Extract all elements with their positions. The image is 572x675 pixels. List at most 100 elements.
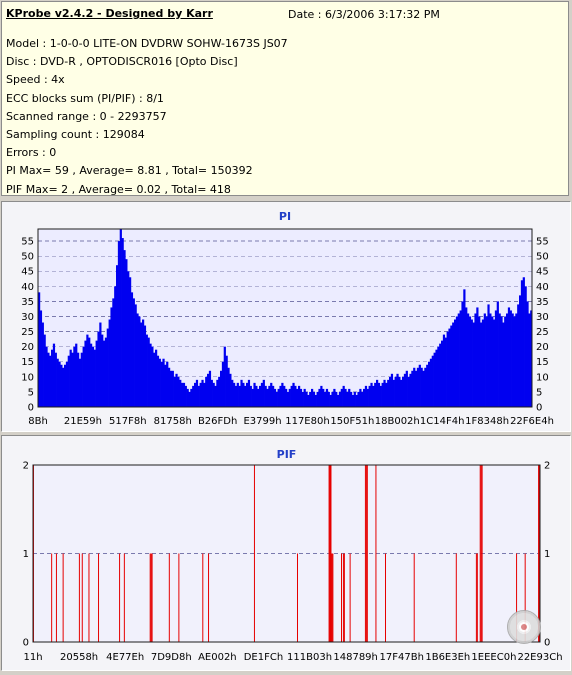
pi-x-tick-label: 21E59h <box>64 416 102 427</box>
pi-bar <box>359 388 362 407</box>
pi-y-tick-label-right: 15 <box>536 357 549 368</box>
pi-bar <box>108 319 111 407</box>
pi-x-tick-label: 117E80h <box>285 416 329 427</box>
pi-bar <box>95 340 98 407</box>
pi-bar <box>519 295 522 407</box>
pi-bar <box>363 388 366 407</box>
pi-bar <box>164 364 167 407</box>
speed-line: Speed : 4x <box>6 73 65 87</box>
pi-bar <box>151 346 154 407</box>
pi-bar <box>429 358 433 407</box>
pi-bar <box>526 301 529 407</box>
pi-bar <box>125 259 128 407</box>
pi-bar <box>513 316 516 407</box>
pi-bar <box>337 394 340 407</box>
pi-bar <box>480 322 483 407</box>
pi-bar <box>286 391 290 407</box>
pi-bar <box>415 370 418 407</box>
scan-info-list: Model : 1-0-0-0 LITE-ON DVDRW SOHW-1673S… <box>6 35 288 199</box>
pi-bar <box>299 388 303 407</box>
pi-bar <box>413 367 416 407</box>
pi-bar <box>78 358 82 407</box>
pi-y-tick-label-right: 25 <box>536 327 549 338</box>
pi-bar <box>188 391 191 407</box>
pi-bar <box>390 373 394 407</box>
pi-bar <box>90 343 93 407</box>
pi-bar <box>335 391 338 407</box>
pif-x-tick-label: 11h <box>23 652 42 663</box>
pi-bar <box>88 337 91 407</box>
pif-chart: PIF 0 0 1 1 2 2 11h 20558h 4E77Eh 7D9D8h AE002h DE1F… <box>23 448 563 663</box>
scan-info-panel: KProbe v2.4.2 - Designed by Karr Date : … <box>1 1 569 196</box>
pi-bar <box>346 391 349 407</box>
pi-bar <box>452 322 455 407</box>
pi-bar <box>214 385 217 407</box>
pi-bar <box>273 388 277 407</box>
pi-bar <box>398 376 401 407</box>
pi-bar <box>348 388 351 407</box>
pi-bar <box>238 385 241 407</box>
pi-bar <box>52 343 56 407</box>
pi-bar <box>448 328 451 407</box>
pi-bar <box>112 298 115 407</box>
pi-bar <box>468 316 472 407</box>
pi-bar <box>407 376 410 407</box>
pi-bar <box>500 316 503 407</box>
pif-summary-line: PIF Max= 2 , Average= 0.02 , Total= 418 <box>6 182 231 196</box>
pi-bar <box>195 379 199 407</box>
pi-bar <box>487 304 490 407</box>
pi-bar <box>205 376 208 407</box>
pi-y-tick-label-left: 15 <box>21 357 34 368</box>
pi-bar <box>106 328 109 407</box>
pi-bar <box>405 370 408 407</box>
pif-x-tick-label: 20558h <box>60 652 98 663</box>
pi-bar <box>288 388 291 407</box>
pi-bar <box>233 382 236 407</box>
pi-bar <box>99 322 102 407</box>
pi-bar <box>314 394 317 407</box>
pif-axis-frame <box>32 464 541 643</box>
pi-bar <box>467 313 470 407</box>
pi-bar <box>49 355 52 407</box>
pi-bar <box>294 385 297 407</box>
pi-bar <box>450 325 453 407</box>
pi-bar <box>491 316 494 407</box>
pi-x-tick-label: 81758h <box>154 416 192 427</box>
pi-bar <box>442 334 446 407</box>
pi-bar <box>227 367 230 407</box>
pi-bar <box>374 382 377 407</box>
pi-bar <box>259 385 262 407</box>
pi-bar <box>496 301 499 407</box>
pi-y-tick-label-right: 5 <box>536 387 542 398</box>
pi-bar <box>210 379 213 407</box>
pi-bar <box>372 385 375 407</box>
pi-y-tick-label-right: 35 <box>536 297 549 308</box>
pi-bar <box>281 382 284 407</box>
pif-chart-panel: PIF 0 0 1 1 2 2 11h 20558h 4E77Eh 7D9D8h AE002h DE1F… <box>1 435 571 671</box>
disc-icon <box>507 610 541 644</box>
pi-bar <box>472 322 475 407</box>
pi-bar <box>507 307 511 407</box>
pi-bar <box>307 394 310 407</box>
pi-x-tick-label: 8Bh <box>28 416 48 427</box>
pi-bar <box>121 238 124 407</box>
pi-bar <box>262 379 265 407</box>
pi-bar <box>266 388 269 407</box>
pi-y-tick-label-right: 20 <box>536 342 549 353</box>
pi-bar <box>182 382 186 407</box>
pi-bar <box>279 385 282 407</box>
pi-y-tick-label-right: 50 <box>536 252 549 263</box>
pi-bar <box>247 379 251 407</box>
pi-bar <box>370 382 373 407</box>
pif-chart-title: PIF <box>277 448 297 461</box>
pi-bar <box>136 313 139 407</box>
pi-bar <box>117 241 121 407</box>
pi-x-tick-label: B26FDh <box>198 416 237 427</box>
pi-bar <box>203 382 206 407</box>
pi-bar <box>318 388 321 407</box>
pi-bar <box>305 391 308 407</box>
pi-bar <box>364 385 368 407</box>
pi-bar <box>38 292 41 407</box>
pi-y-tick-label-right: 10 <box>536 372 549 383</box>
pi-y-tick-label-right: 30 <box>536 312 549 323</box>
